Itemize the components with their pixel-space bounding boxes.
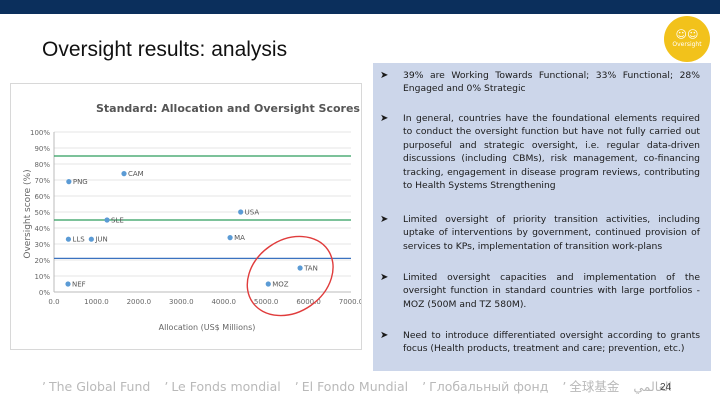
chart-point-label: TAN xyxy=(303,265,318,273)
chart-y-tick-label: 50% xyxy=(34,209,50,217)
chart-point xyxy=(104,217,110,223)
chart-point xyxy=(265,281,271,287)
chart-y-tick-label: 0% xyxy=(39,289,50,297)
chart-point xyxy=(121,171,127,177)
bullet-text: 39% are Working Towards Functional; 33% … xyxy=(403,70,700,95)
chart-point-label: JUN xyxy=(94,236,107,244)
global-fund-logo-icon: ٬ xyxy=(164,379,169,394)
chart-y-tick-label: 90% xyxy=(34,145,50,153)
bullet-text: In general, countries have the foundatio… xyxy=(403,113,700,192)
arrow-bullet-icon: ➤ xyxy=(380,70,389,81)
chart-point-label: MOZ xyxy=(272,281,289,289)
footer-name: الصندوق العالمي xyxy=(633,379,672,394)
scatter-chart: Standard: Allocation and Oversight Score… xyxy=(23,102,361,332)
chart-point xyxy=(65,236,72,242)
global-fund-logo-icon: ٬ xyxy=(562,379,567,394)
chart-x-tick-label: 7000.0 xyxy=(339,298,361,306)
chart-y-axis-label: Oversight score (%) xyxy=(23,169,33,258)
chart-y-tick-label: 30% xyxy=(34,241,50,249)
chart-highlight-ellipse xyxy=(246,235,334,317)
bullet-text: Limited oversight capacities and impleme… xyxy=(403,272,700,310)
chart-y-tick-label: 10% xyxy=(34,273,50,281)
chart-y-tick-label: 100% xyxy=(30,129,50,137)
chart-point xyxy=(88,236,94,242)
chart-x-tick-label: 0.0 xyxy=(48,298,59,306)
chart-point-label: LLS xyxy=(72,236,85,244)
global-fund-logo-icon: ٬ xyxy=(294,379,299,394)
arrow-bullet-icon: ➤ xyxy=(380,272,389,283)
chart-image: Standard: Allocation and Oversight Score… xyxy=(10,83,362,350)
bullet-item: ➤ Limited oversight capacities and imple… xyxy=(380,271,700,311)
chart-point-label: SLE xyxy=(111,217,124,225)
bullet-item: ➤ Limited oversight of priority transiti… xyxy=(380,213,700,253)
chart-point-label: MA xyxy=(234,234,245,242)
footer-name: The Global Fund xyxy=(48,379,151,394)
footer-name: Le Fonds mondial xyxy=(171,379,281,394)
chart-point-label: NEF xyxy=(72,281,86,289)
arrow-bullet-icon: ➤ xyxy=(380,113,389,124)
chart-y-tick-label: 60% xyxy=(34,193,50,201)
chart-point xyxy=(227,235,233,241)
bullet-item: ➤ In general, countries have the foundat… xyxy=(380,112,700,192)
bullet-panel: ➤ 39% are Working Towards Functional; 33… xyxy=(373,63,711,371)
global-fund-logo-icon: ٬ xyxy=(422,379,427,394)
chart-point-label: CAM xyxy=(128,170,144,178)
slide-title: Oversight results: analysis xyxy=(42,38,288,61)
chart-x-tick-label: 6000.0 xyxy=(296,298,321,306)
chart-y-tick-label: 20% xyxy=(34,257,50,265)
chart-point xyxy=(238,209,244,215)
chart-x-tick-label: 5000.0 xyxy=(254,298,279,306)
global-fund-logo-icon: ٬ xyxy=(42,379,46,394)
bullet-item: ➤ Need to introduce differentiated overs… xyxy=(380,329,700,356)
footer-name: Глобальный фонд xyxy=(429,379,549,394)
arrow-bullet-icon: ➤ xyxy=(380,214,389,225)
footer-name: 全球基金 xyxy=(569,379,620,394)
top-bar xyxy=(0,0,720,14)
bullet-text: Limited oversight of priority transition… xyxy=(403,214,700,252)
chart-x-axis-label: Allocation (US$ Millions) xyxy=(159,323,256,332)
bullet-text: Need to introduce differentiated oversig… xyxy=(403,330,700,355)
footer-name: El Fondo Mundial xyxy=(301,379,409,394)
chart-y-tick-label: 70% xyxy=(34,177,50,185)
chart-y-tick-label: 80% xyxy=(34,161,50,169)
page-number: 24 xyxy=(660,382,672,393)
chart-x-tick-label: 1000.0 xyxy=(84,298,109,306)
chart-point xyxy=(297,265,303,271)
bullet-item: ➤ 39% are Working Towards Functional; 33… xyxy=(380,69,700,96)
chart-x-tick-label: 3000.0 xyxy=(169,298,194,306)
badge-label: Oversight xyxy=(672,41,702,48)
chart-x-tick-label: 4000.0 xyxy=(211,298,236,306)
chart-point xyxy=(66,179,72,185)
chart-title: Standard: Allocation and Oversight Score… xyxy=(96,102,360,115)
chart-x-tick-label: 2000.0 xyxy=(127,298,152,306)
chart-point-label: USA xyxy=(245,209,260,217)
people-hierarchy-icon: ☺☺ xyxy=(675,28,699,41)
chart-point xyxy=(65,281,71,287)
oversight-badge: ☺☺ Oversight xyxy=(664,16,710,62)
footer-logos: ٬ The Global Fund ٬ Le Fonds mondial ٬ El F… xyxy=(42,376,672,394)
chart-y-tick-label: 40% xyxy=(34,225,50,233)
chart-point-label: PNG xyxy=(73,178,88,186)
arrow-bullet-icon: ➤ xyxy=(380,330,389,341)
